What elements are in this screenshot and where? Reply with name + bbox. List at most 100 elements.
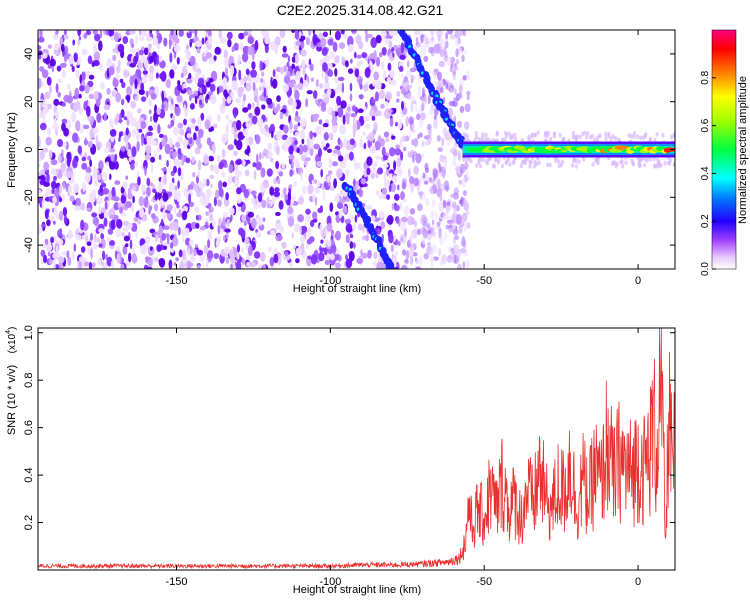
- noise-blob: [126, 95, 130, 103]
- noise-blob: [179, 261, 184, 269]
- noise-blob: [309, 130, 314, 140]
- noise-blob: [406, 60, 410, 68]
- noise-blob: [269, 157, 274, 162]
- noise-blob: [244, 149, 249, 155]
- noise-blob: [435, 81, 440, 88]
- band-halo: [554, 158, 558, 164]
- noise-blob: [261, 71, 265, 77]
- band-halo: [621, 163, 625, 169]
- noise-blob: [175, 141, 181, 148]
- noise-blob: [122, 245, 128, 255]
- noise-blob: [401, 135, 407, 143]
- noise-blob: [309, 63, 314, 72]
- band-halo: [545, 162, 550, 168]
- noise-blob: [456, 263, 462, 269]
- noise-blob: [154, 191, 158, 201]
- noise-blob: [211, 218, 216, 228]
- noise-blob: [96, 259, 102, 266]
- noise-blob: [57, 91, 61, 98]
- noise-blob: [386, 214, 394, 225]
- noise-blob: [90, 232, 93, 241]
- noise-blob: [111, 259, 115, 269]
- noise-blob: [400, 42, 405, 54]
- noise-blob: [154, 257, 159, 262]
- noise-blob: [46, 173, 50, 184]
- noise-blob: [354, 68, 360, 78]
- noise-blob: [392, 257, 397, 262]
- noise-blob: [38, 162, 41, 168]
- noise-blob: [283, 65, 288, 73]
- noise-blob: [58, 256, 65, 264]
- noise-blob: [325, 143, 330, 148]
- noise-blob: [41, 223, 45, 228]
- noise-blob: [349, 234, 354, 239]
- noise-blob: [166, 78, 171, 89]
- noise-blob: [319, 83, 323, 89]
- noise-blob: [287, 81, 295, 87]
- noise-blob: [361, 235, 367, 241]
- noise-blob: [105, 30, 110, 36]
- noise-blob: [83, 124, 90, 130]
- noise-blob: [173, 191, 176, 197]
- noise-blob: [53, 220, 56, 225]
- noise-blob: [335, 55, 340, 64]
- noise-blob: [161, 137, 167, 147]
- snr-xtick-label: -50: [476, 576, 492, 588]
- noise-blob: [69, 177, 75, 184]
- noise-blob: [329, 51, 335, 60]
- noise-blob: [253, 170, 257, 180]
- noise-blob: [353, 178, 356, 187]
- noise-blob: [167, 191, 173, 197]
- noise-blob: [312, 193, 316, 203]
- noise-blob: [464, 121, 470, 130]
- noise-blob: [55, 30, 59, 35]
- band-halo: [585, 134, 589, 140]
- noise-blob: [365, 234, 369, 242]
- spectrogram-ytick-label: 40: [23, 48, 35, 60]
- band-halo: [669, 134, 674, 140]
- noise-blob: [142, 70, 148, 75]
- band-halo: [527, 137, 531, 142]
- noise-blob: [428, 176, 433, 182]
- noise-blob: [344, 112, 351, 119]
- band-halo: [474, 134, 478, 140]
- noise-blob: [135, 132, 140, 141]
- noise-blob: [222, 181, 228, 188]
- noise-blob: [419, 227, 425, 235]
- colorbar-tick-label: 0.8: [700, 70, 711, 84]
- noise-blob: [293, 223, 300, 233]
- noise-blob: [205, 188, 212, 199]
- noise-blob: [191, 156, 195, 164]
- noise-blob: [259, 60, 263, 72]
- noise-blob: [421, 102, 424, 112]
- noise-blob: [153, 112, 159, 123]
- noise-blob: [38, 189, 42, 195]
- noise-blob: [221, 133, 228, 144]
- noise-blob: [318, 251, 325, 262]
- noise-blob: [326, 175, 331, 183]
- noise-blob: [139, 207, 145, 219]
- noise-blob: [72, 158, 78, 169]
- noise-blob: [305, 215, 311, 222]
- noise-blob: [274, 36, 281, 46]
- noise-blob: [236, 120, 242, 131]
- noise-blob: [215, 239, 220, 247]
- noise-blob: [419, 132, 423, 138]
- colorbar-tick-label: 0.2: [700, 214, 711, 228]
- noise-blob: [99, 30, 103, 39]
- noise-blob: [389, 70, 395, 78]
- noise-blob: [259, 77, 264, 84]
- noise-blob: [402, 198, 408, 203]
- noise-blob: [405, 250, 410, 260]
- noise-blob: [45, 136, 52, 146]
- noise-blob: [417, 228, 421, 236]
- noise-blob: [193, 132, 197, 141]
- noise-blob: [367, 249, 372, 259]
- noise-blob: [295, 40, 302, 46]
- noise-blob: [55, 168, 59, 174]
- noise-blob: [282, 143, 287, 151]
- noise-blob: [303, 80, 309, 88]
- noise-blob: [196, 116, 202, 128]
- noise-blob: [226, 218, 230, 227]
- band-halo: [523, 160, 527, 166]
